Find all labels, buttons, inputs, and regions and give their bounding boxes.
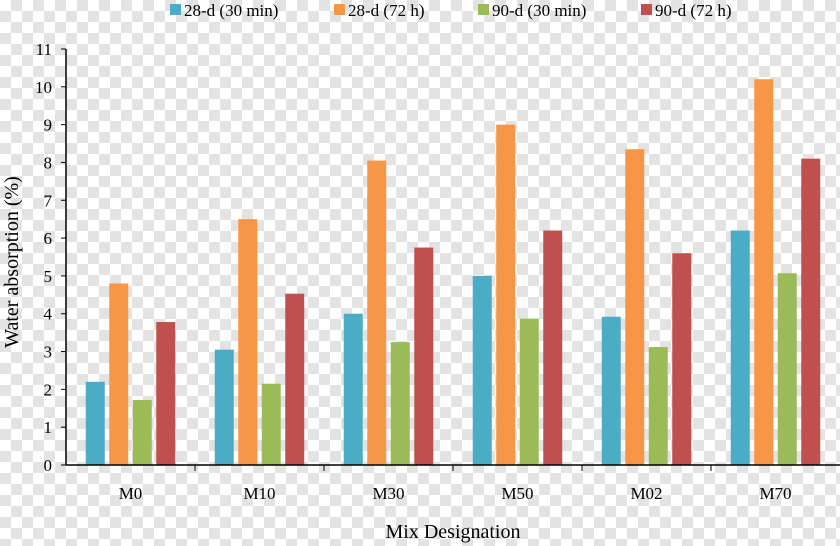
legend-swatch xyxy=(334,4,345,15)
y-tick-label: 1 xyxy=(44,418,53,437)
bar-m70-series-1 xyxy=(730,230,750,465)
legend-swatch xyxy=(170,4,181,15)
y-tick-label: 11 xyxy=(36,40,52,59)
bar-m30-series-3 xyxy=(390,342,410,465)
y-tick-label: 10 xyxy=(35,78,52,97)
bar-m10-series-3 xyxy=(261,383,281,465)
bar-m30-series-1 xyxy=(343,313,363,465)
y-tick-label: 6 xyxy=(44,229,53,248)
bar-m0-series-4 xyxy=(156,322,176,465)
legend-swatch xyxy=(641,4,652,15)
legend-label: 28-d (72 h) xyxy=(348,1,424,20)
legend-swatch xyxy=(478,4,489,15)
y-tick-label: 0 xyxy=(44,456,53,475)
bar-m0-series-2 xyxy=(109,283,129,465)
x-axis-ticks: M0 M10 M30 M50 M02 M70 xyxy=(119,465,792,503)
y-tick-label: 4 xyxy=(44,305,53,324)
bar-m0-series-1 xyxy=(85,381,105,465)
bar-m30-series-2 xyxy=(367,160,387,465)
bar-m70-series-2 xyxy=(754,79,774,465)
bar-m70-series-4 xyxy=(801,158,821,465)
y-tick-label: 5 xyxy=(44,267,53,286)
bar-m0-series-3 xyxy=(132,399,152,465)
bar-m10-series-1 xyxy=(214,349,234,465)
bar-m50-series-1 xyxy=(472,275,492,465)
legend-label: 90-d (72 h) xyxy=(655,1,731,20)
bars xyxy=(85,79,821,466)
bar-m10-series-2 xyxy=(238,219,258,465)
x-tick-label: M0 xyxy=(119,484,143,503)
x-tick-label: M50 xyxy=(501,484,533,503)
bar-m10-series-4 xyxy=(285,293,305,465)
y-tick-label: 9 xyxy=(44,116,53,135)
x-tick-label: M70 xyxy=(759,484,791,503)
x-tick-label: M02 xyxy=(630,484,662,503)
bar-m70-series-3 xyxy=(777,273,797,465)
x-tick-label: M10 xyxy=(243,484,275,503)
plot-area: 0 1 2 3 4 5 6 7 8 9 10 11 M0 M10 M30 M50 M02 M70 xyxy=(35,40,840,503)
bar-m50-series-2 xyxy=(496,124,516,466)
y-axis-ticks: 0 1 2 3 4 5 6 7 8 9 10 11 xyxy=(35,40,66,475)
bar-m02-series-2 xyxy=(625,149,645,465)
bar-m50-series-3 xyxy=(519,318,539,465)
y-tick-label: 2 xyxy=(44,380,53,399)
bar-m02-series-4 xyxy=(672,253,692,465)
y-tick-label: 3 xyxy=(44,343,53,362)
chart-legend: 28-d (30 min) 28-d (72 h) 90-d (30 min) 90-… xyxy=(170,1,731,20)
bar-m30-series-4 xyxy=(414,247,434,465)
x-tick-label: M30 xyxy=(372,484,404,503)
bar-m50-series-4 xyxy=(543,230,563,465)
bar-m02-series-1 xyxy=(601,316,621,465)
y-tick-label: 8 xyxy=(44,153,53,172)
y-tick-label: 7 xyxy=(44,191,53,210)
legend-label: 28-d (30 min) xyxy=(184,1,278,20)
y-axis-title: Water absorption (%) xyxy=(1,176,23,348)
bar-m02-series-3 xyxy=(648,347,668,465)
x-axis-title: Mix Designation xyxy=(386,521,521,543)
legend-label: 90-d (30 min) xyxy=(492,1,586,20)
